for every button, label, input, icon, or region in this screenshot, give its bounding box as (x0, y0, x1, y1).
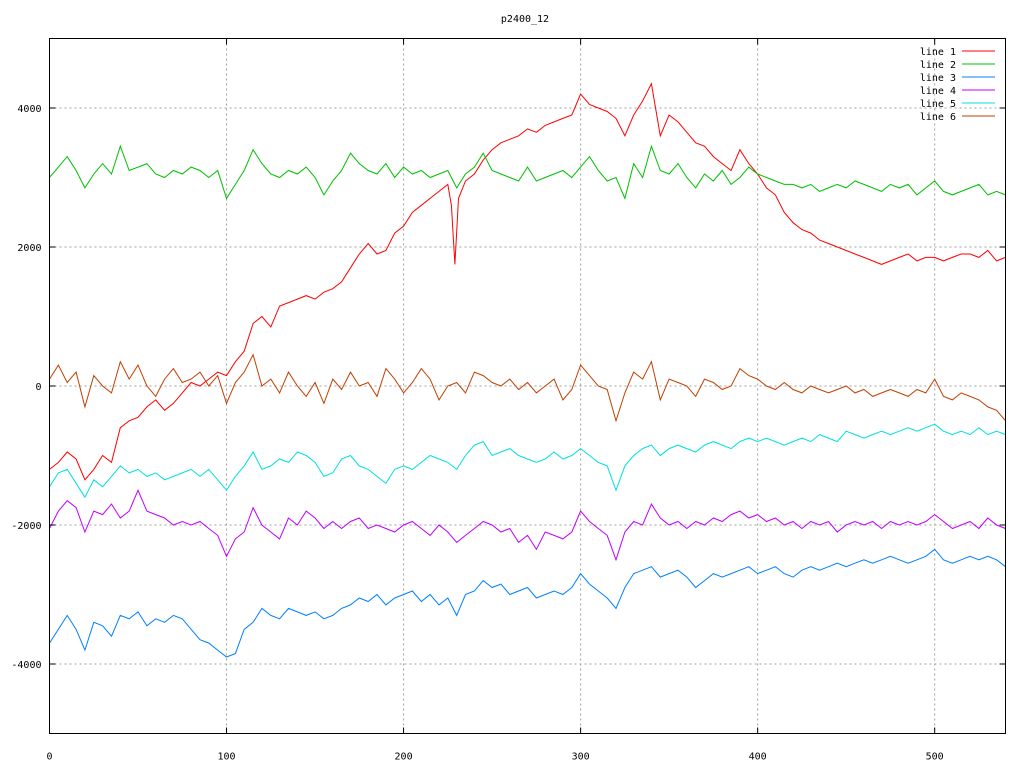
legend-label: line 4 (920, 86, 956, 97)
legend: line 1 line 2 line 3 line 4 line 5 line 6 (920, 47, 995, 123)
axis-ticks (49, 38, 1006, 734)
y-tick-label: -2000 (11, 521, 41, 532)
x-axis: 0 100 200 300 400 500 (46, 752, 943, 763)
series-line-4 (49, 489, 1006, 562)
series-line-6 (49, 353, 1006, 423)
x-tick-label: 0 (46, 752, 52, 763)
grid (49, 38, 1006, 734)
y-tick-label: 2000 (17, 243, 41, 254)
x-tick-label: 400 (749, 752, 767, 763)
plot-area (49, 82, 1006, 658)
y-tick-label: 4000 (17, 104, 41, 115)
legend-label: line 2 (920, 60, 956, 71)
y-axis: -4000 -2000 0 2000 4000 (11, 104, 41, 671)
series-line-1 (49, 82, 1006, 481)
x-tick-label: 100 (218, 752, 236, 763)
series-line-3 (49, 548, 1006, 658)
x-tick-label: 500 (926, 752, 944, 763)
x-tick-label: 200 (395, 752, 413, 763)
y-tick-label: -4000 (11, 660, 41, 671)
legend-label: line 6 (920, 112, 956, 123)
plot-frame (49, 38, 1006, 734)
y-tick-label: 0 (35, 382, 41, 393)
series-line-5 (49, 423, 1006, 499)
legend-label: line 5 (920, 99, 956, 110)
x-tick-label: 300 (572, 752, 590, 763)
legend-label: line 3 (920, 73, 956, 84)
chart-title: p2400_12 (501, 14, 549, 25)
series-line-2 (49, 144, 1006, 200)
legend-label: line 1 (920, 47, 956, 58)
